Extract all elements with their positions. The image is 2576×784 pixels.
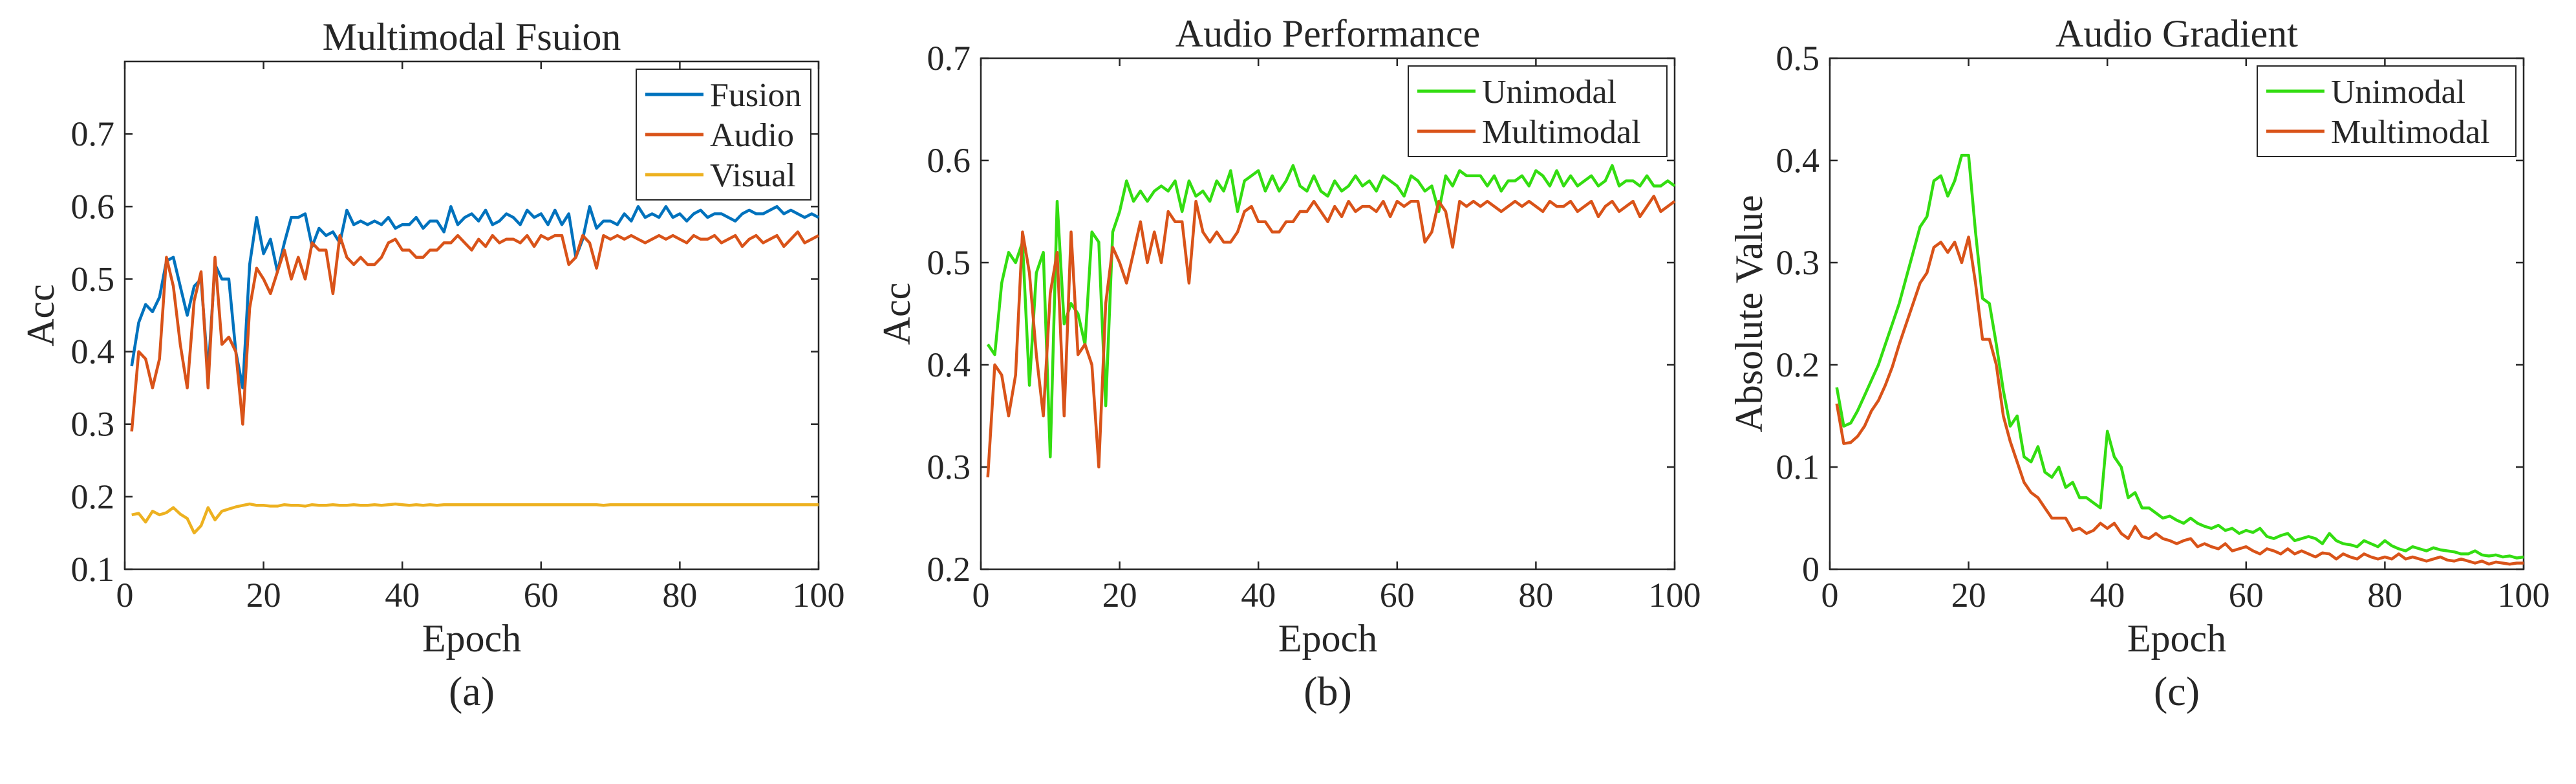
y-tick-label: 0.7	[71, 114, 115, 153]
y-tick-label: 0.3	[927, 448, 971, 486]
legend-box	[2257, 65, 2517, 157]
y-tick-label: 0.2	[71, 477, 115, 516]
x-tick-label: 40	[1241, 576, 1276, 615]
y-tick-label: 0.3	[71, 405, 115, 444]
panel-label: (a)	[449, 668, 495, 714]
x-tick-label: 60	[2229, 576, 2264, 615]
y-axis-label: Acc	[875, 283, 918, 345]
series-line-visual	[131, 502, 819, 535]
y-tick-label: 0	[1802, 550, 1819, 589]
series-line-unimodal	[986, 164, 1676, 459]
y-tick-label: 0.3	[1776, 243, 1820, 282]
x-tick-label: 0	[116, 576, 134, 615]
x-axis-label: Epoch	[422, 617, 521, 660]
x-tick-label: 100	[1649, 576, 1701, 615]
y-axis-label: Acc	[19, 284, 62, 347]
x-tick-label: 0	[1821, 576, 1839, 615]
y-tick-label: 0.4	[927, 345, 971, 384]
y-tick-label: 0.2	[927, 550, 971, 589]
series-line-unimodal	[1835, 153, 2524, 560]
x-tick-label: 100	[793, 576, 845, 615]
panel-label: (b)	[1304, 668, 1352, 714]
y-tick-label: 0.6	[927, 141, 971, 180]
x-tick-label: 100	[2498, 576, 2550, 615]
x-tick-label: 40	[385, 576, 420, 615]
x-tick-label: 20	[246, 576, 281, 615]
chart-title: Audio Performance	[1175, 12, 1481, 55]
x-tick-label: 60	[1380, 576, 1415, 615]
legend-box	[1408, 65, 1668, 157]
legend-label-fusion: Fusion	[710, 77, 802, 114]
y-tick-label: 0.7	[927, 39, 971, 78]
y-tick-label: 0.5	[71, 259, 115, 298]
y-tick-label: 0.5	[927, 243, 971, 282]
legend-label-unimodal: Unimodal	[1482, 74, 1616, 111]
series-line-audio	[130, 230, 820, 432]
y-axis-label: Absolute Value	[1728, 195, 1770, 432]
y-tick-label: 0.1	[71, 550, 115, 589]
legend-label-audio: Audio	[710, 117, 794, 154]
y-tick-label: 0.4	[1776, 141, 1820, 180]
x-tick-label: 80	[1518, 576, 1553, 615]
y-tick-label: 0.4	[71, 332, 115, 371]
series-line-multimodal	[986, 195, 1676, 477]
legend-label-multimodal: Multimodal	[1482, 114, 1641, 151]
x-tick-label: 80	[662, 576, 697, 615]
chart-title: Multimodal Fsuion	[323, 16, 621, 58]
y-tick-label: 0.5	[1776, 39, 1820, 78]
panel-label: (c)	[2154, 668, 2200, 714]
y-tick-label: 0.1	[1776, 448, 1820, 486]
x-tick-label: 40	[2090, 576, 2125, 615]
y-tick-label: 0.6	[71, 187, 115, 226]
x-tick-label: 60	[524, 576, 559, 615]
x-tick-label: 80	[2367, 576, 2402, 615]
chart-panel-2: 0 20 40 60 80 100 0.2 0.3 0.4 0.5 0.6 0.7 Audio Perf…	[875, 12, 1701, 714]
x-axis-label: Epoch	[1278, 617, 1377, 660]
legend-label-visual: Visual	[710, 157, 796, 194]
x-axis-label: Epoch	[2127, 617, 2226, 660]
x-tick-label: 0	[972, 576, 990, 615]
chart-panel-3: 0 20 40 60 80 100 0 0.1 0.2 0.3 0.4 0.5 Audio Gradie…	[1728, 12, 2550, 714]
legend-label-multimodal: Multimodal	[2331, 114, 2490, 151]
chart-panel-1: 0 20 40 60 80 100 0.1 0.2 0.3 0.4 0.5 0.6 0.7 Multimo…	[19, 16, 845, 714]
legend-label-unimodal: Unimodal	[2331, 74, 2465, 111]
series-line-multimodal	[1835, 235, 2524, 566]
x-tick-label: 20	[1102, 576, 1137, 615]
chart-title: Audio Gradient	[2055, 12, 2298, 55]
series-line-fusion	[130, 205, 820, 389]
y-tick-label: 0.2	[1776, 345, 1820, 384]
x-tick-label: 20	[1951, 576, 1986, 615]
